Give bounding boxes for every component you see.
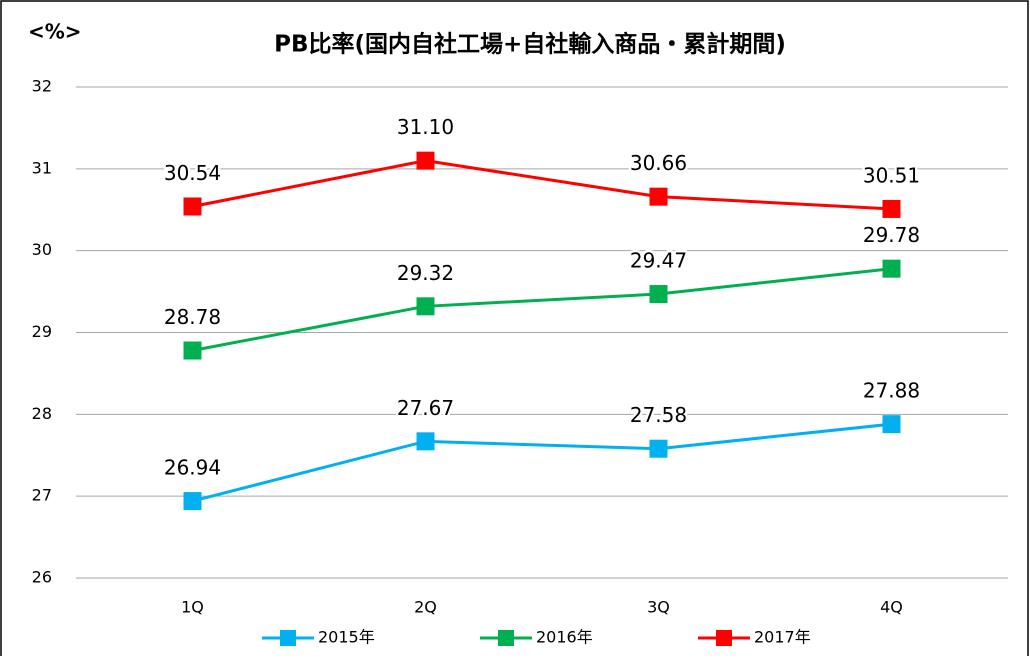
y-tick-label: 28 bbox=[32, 404, 52, 423]
legend-label: 2017年 bbox=[754, 628, 811, 647]
data-label: 31.10 bbox=[397, 115, 454, 139]
data-point bbox=[416, 297, 435, 316]
data-point bbox=[882, 259, 901, 278]
legend-label: 2016年 bbox=[536, 628, 593, 647]
data-point bbox=[649, 439, 668, 458]
legend-marker bbox=[498, 630, 514, 646]
data-point bbox=[416, 151, 435, 170]
y-tick-label: 31 bbox=[32, 158, 52, 177]
chart-title: PB比率(国内自社工場+自社輸入商品・累計期間) bbox=[274, 31, 786, 58]
data-point bbox=[183, 341, 202, 360]
data-label: 29.47 bbox=[630, 249, 687, 273]
data-point bbox=[649, 187, 668, 206]
legend-label: 2015年 bbox=[318, 628, 375, 647]
series-line bbox=[192, 159, 892, 211]
data-label: 27.58 bbox=[630, 403, 687, 427]
series-line bbox=[192, 267, 892, 352]
y-tick-label: 27 bbox=[32, 486, 52, 505]
data-label: 28.78 bbox=[164, 305, 221, 329]
data-label: 26.94 bbox=[164, 456, 221, 480]
x-tick-label: 3Q bbox=[647, 598, 670, 617]
data-label: 29.78 bbox=[863, 223, 920, 247]
x-tick-label: 2Q bbox=[414, 598, 437, 617]
data-label: 30.51 bbox=[863, 163, 920, 187]
data-label: 30.66 bbox=[630, 151, 687, 175]
y-tick-label: 30 bbox=[32, 240, 52, 259]
y-tick-label: 29 bbox=[32, 322, 52, 341]
data-point bbox=[183, 197, 202, 216]
data-label: 27.67 bbox=[397, 396, 454, 420]
legend-marker bbox=[716, 630, 732, 646]
x-tick-label: 4Q bbox=[880, 598, 903, 617]
data-label: 30.54 bbox=[164, 161, 221, 185]
data-label: 27.88 bbox=[863, 379, 920, 403]
legend-marker bbox=[280, 630, 296, 646]
y-tick-label: 26 bbox=[32, 568, 52, 587]
data-label: 29.32 bbox=[397, 261, 454, 285]
y-axis-unit: <%> bbox=[28, 20, 82, 44]
data-point bbox=[649, 285, 668, 304]
series-line bbox=[192, 422, 892, 503]
data-point bbox=[882, 415, 901, 434]
data-point bbox=[882, 199, 901, 218]
data-point bbox=[416, 432, 435, 451]
data-point bbox=[183, 492, 202, 511]
x-tick-label: 1Q bbox=[181, 598, 204, 617]
y-tick-label: 32 bbox=[32, 77, 52, 96]
